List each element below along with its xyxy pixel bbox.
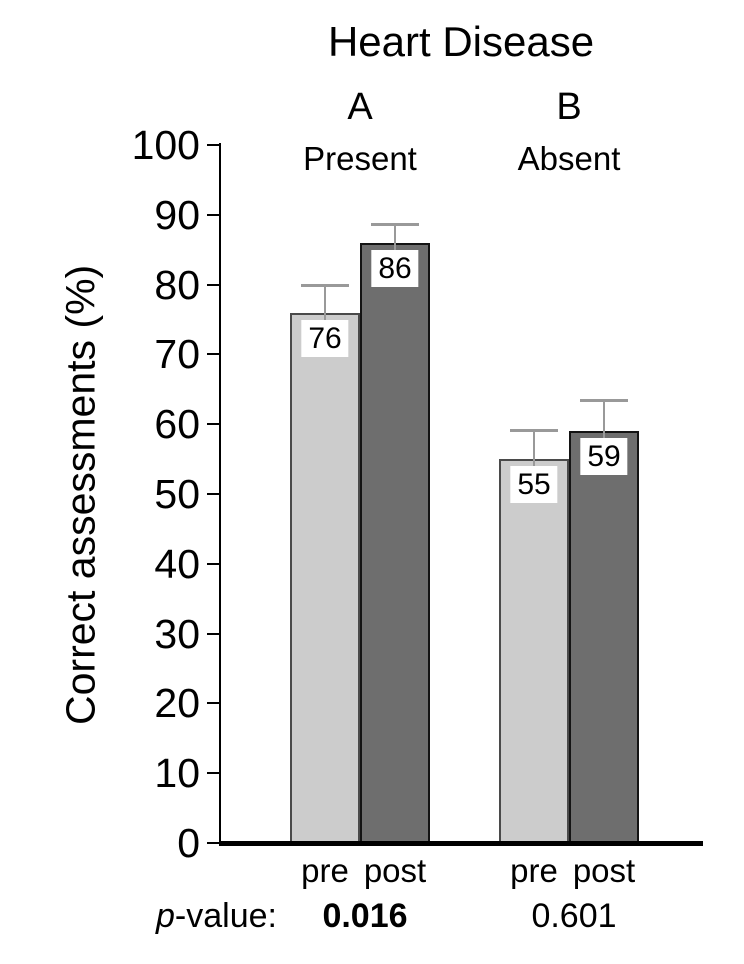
y-tick: [207, 144, 220, 146]
p-value-label-rest: -value:: [174, 897, 277, 935]
x-label-absent-post: post: [572, 852, 636, 889]
y-tick: [207, 842, 220, 844]
y-tick: [207, 562, 220, 565]
bar-absent-pre: [499, 459, 569, 843]
x-label-absent-pre: pre: [510, 852, 558, 889]
error-bar-line: [603, 399, 605, 463]
p-value-group-b: 0.601: [531, 897, 617, 935]
y-tick: [207, 213, 220, 216]
p-value-group-a: 0.016: [322, 897, 408, 935]
bar-value-label-pre-absent: 55: [510, 466, 558, 504]
y-tick-label: 80: [154, 261, 200, 308]
p-value-label-italic-part: p: [156, 897, 175, 935]
y-tick-label: 100: [131, 122, 200, 168]
group-letter-a: A: [347, 86, 373, 128]
chart-title: Heart Disease: [327, 18, 595, 65]
y-tick-label: 40: [154, 540, 200, 587]
group-letter-b: B: [556, 86, 582, 128]
y-tick: [207, 772, 220, 775]
y-tick-label: 50: [154, 471, 200, 517]
y-tick-label: 70: [154, 331, 200, 378]
y-tick: [207, 353, 220, 356]
error-bar-cap: [510, 428, 558, 432]
x-label-present-post: post: [363, 852, 427, 889]
x-axis-baseline: [219, 841, 703, 846]
y-tick: [207, 283, 220, 286]
y-tick-label: 10: [154, 750, 200, 797]
y-tick-label: 0: [177, 820, 200, 866]
error-bar-line: [324, 284, 326, 341]
bar-value-label-pre-present: 76: [301, 319, 349, 357]
bar-value-label-post-absent: 59: [580, 438, 628, 476]
y-tick-label: 30: [154, 610, 200, 657]
y-tick: [207, 702, 220, 705]
y-axis-line: [219, 143, 221, 845]
group-label-absent: Absent: [517, 140, 621, 177]
y-tick-label: 90: [154, 191, 200, 238]
error-bar-cap: [371, 222, 419, 226]
y-tick: [207, 423, 220, 426]
error-bar-line: [533, 429, 535, 489]
bar-present-post: [360, 242, 430, 843]
y-tick: [207, 493, 220, 495]
group-label-present: Present: [303, 140, 417, 177]
y-tick-label: 60: [154, 401, 200, 448]
error-bar-cap: [301, 283, 349, 287]
bar-present-pre: [290, 312, 360, 843]
bar-absent-post: [569, 431, 639, 843]
y-tick-label: 20: [154, 680, 200, 727]
x-label-present-pre: pre: [301, 852, 349, 889]
bar-value-label-post-present: 86: [371, 249, 419, 287]
p-value-row-label: p-value:: [156, 897, 277, 936]
error-bar-cap: [580, 398, 628, 402]
error-bar-line: [394, 223, 396, 262]
y-tick: [207, 632, 220, 635]
